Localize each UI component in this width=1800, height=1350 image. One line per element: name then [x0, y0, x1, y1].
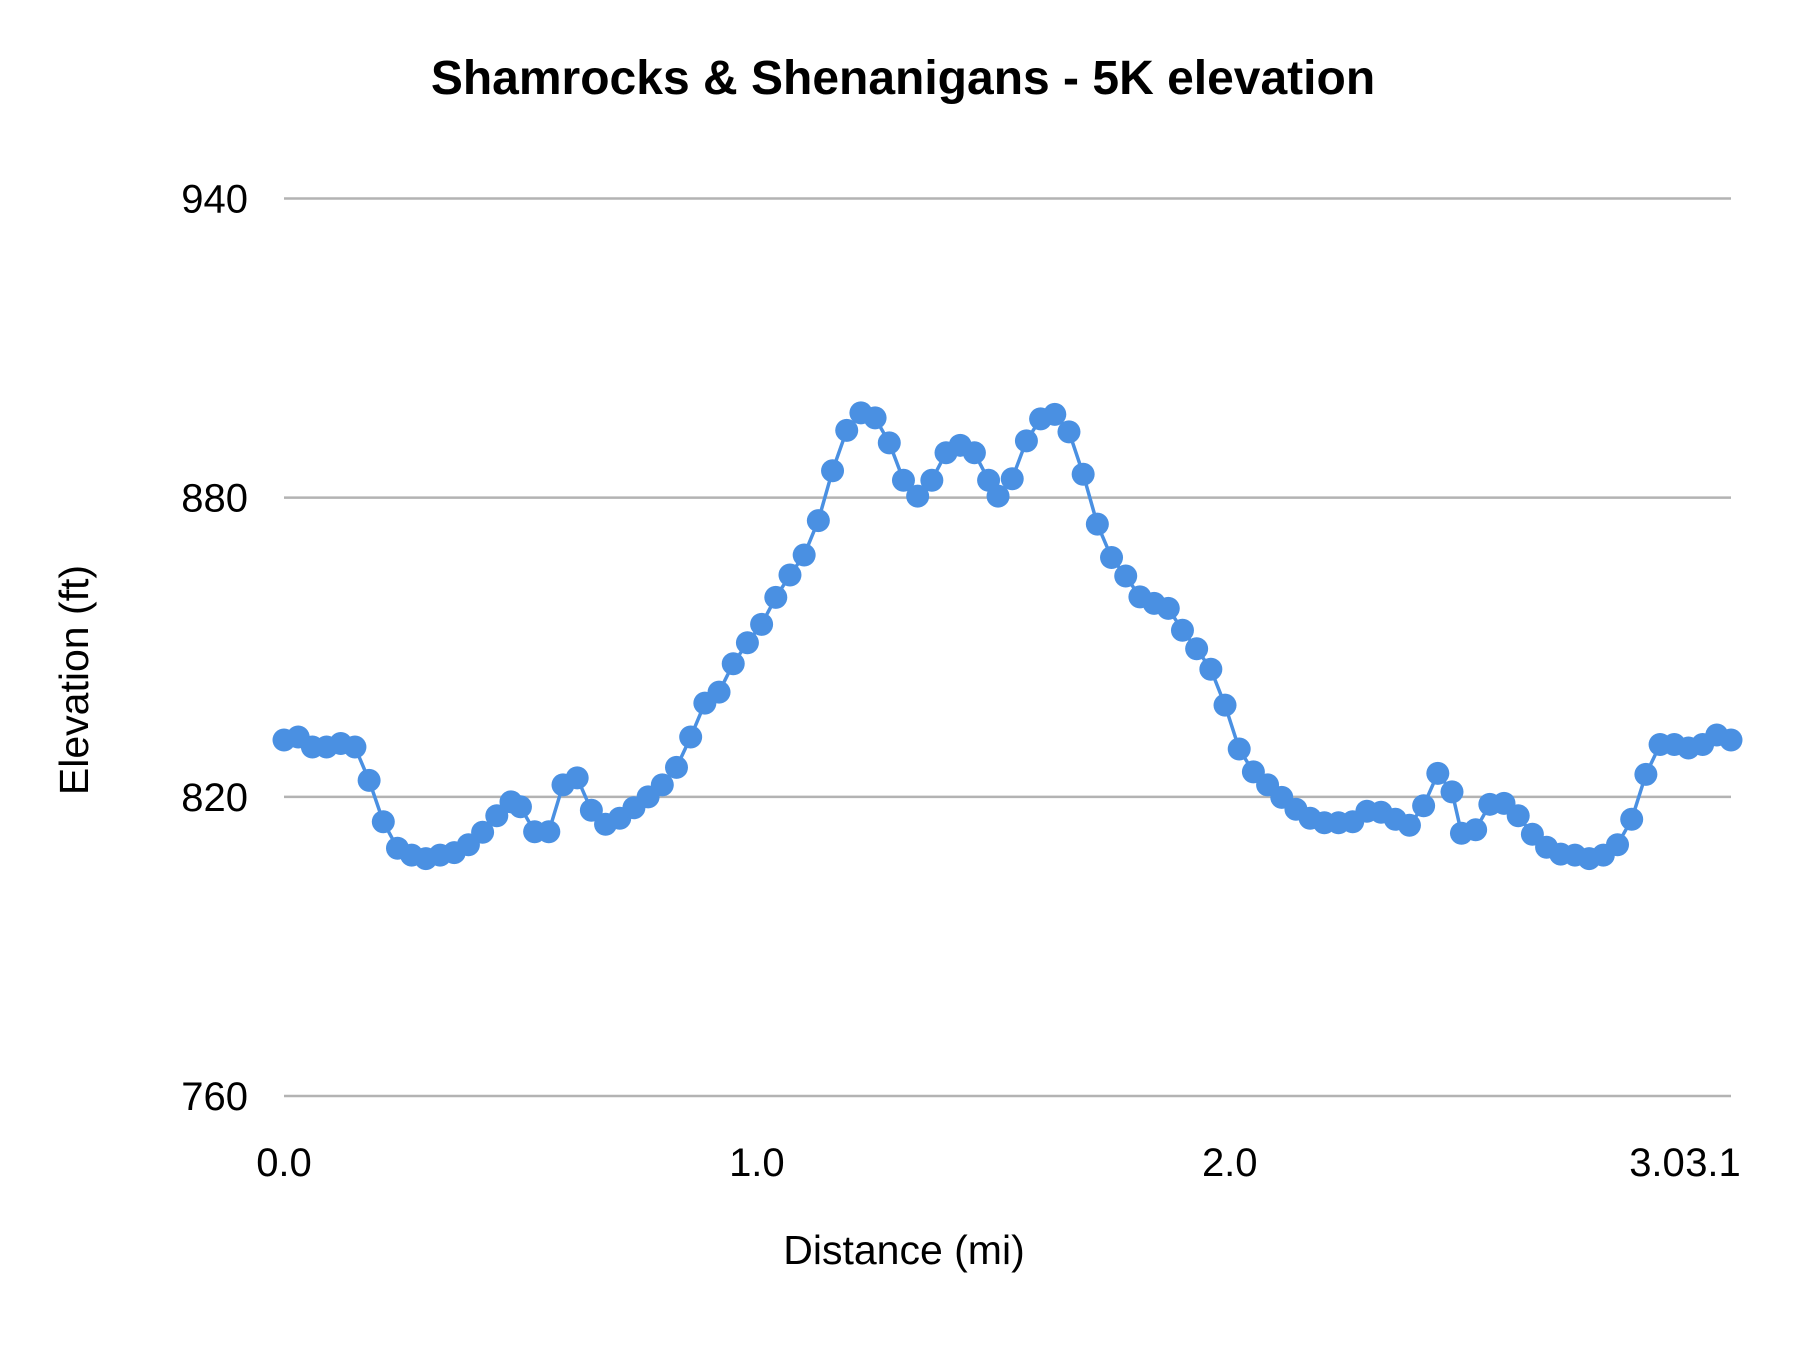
- data-point: [1185, 637, 1209, 661]
- data-point: [579, 798, 603, 822]
- data-point: [863, 406, 887, 430]
- data-point: [1464, 818, 1488, 842]
- data-point: [764, 585, 788, 609]
- data-point: [835, 418, 859, 442]
- data-point: [1426, 761, 1450, 785]
- y-tick-label: 940: [181, 178, 248, 222]
- data-point: [1213, 693, 1237, 717]
- data-point: [485, 804, 509, 828]
- data-point: [508, 795, 532, 819]
- data-point: [1170, 618, 1194, 642]
- data-point: [877, 431, 901, 455]
- data-point: [721, 652, 745, 676]
- data-point: [1634, 762, 1658, 786]
- data-point: [679, 725, 703, 749]
- data-point: [962, 441, 986, 465]
- data-point: [1156, 596, 1180, 620]
- data-point: [664, 755, 688, 779]
- y-tick-label: 820: [181, 776, 248, 820]
- data-point: [750, 612, 774, 636]
- y-tick-label: 760: [181, 1075, 248, 1119]
- data-point: [1397, 813, 1421, 837]
- y-axis-ticks: 760 820 880 940: [181, 178, 248, 1120]
- data-point: [806, 509, 830, 533]
- y-axis-title: Elevation (ft): [51, 565, 97, 795]
- x-tick-label: 3.0: [1629, 1141, 1685, 1185]
- data-point: [1043, 402, 1067, 426]
- y-tick-label: 880: [181, 477, 248, 521]
- data-point: [707, 680, 731, 704]
- data-point: [1719, 728, 1743, 752]
- series-elevation: [272, 401, 1743, 871]
- data-point: [1100, 546, 1124, 569]
- data-point: [1620, 807, 1644, 831]
- data-point: [471, 820, 495, 844]
- data-point: [1412, 794, 1436, 818]
- data-point: [1014, 429, 1038, 453]
- data-point: [1199, 657, 1223, 681]
- x-axis-title: Distance (mi): [783, 1227, 1024, 1273]
- data-point: [920, 468, 944, 492]
- data-point: [821, 459, 845, 483]
- data-point: [1085, 512, 1109, 536]
- data-point: [986, 484, 1010, 508]
- x-axis-ticks: 0.0 1.0 2.0 3.0 3.1: [256, 1141, 1741, 1185]
- data-point: [357, 768, 381, 792]
- data-point: [1071, 462, 1095, 486]
- data-point: [1506, 804, 1530, 828]
- data-point: [906, 484, 930, 508]
- data-point: [1227, 737, 1251, 761]
- data-point: [1440, 780, 1464, 804]
- data-point: [650, 773, 674, 797]
- data-point: [343, 735, 367, 759]
- data-point: [565, 766, 589, 790]
- data-point: [1057, 420, 1081, 444]
- data-point: [891, 468, 915, 492]
- data-point: [537, 820, 561, 844]
- data-point: [1606, 833, 1630, 857]
- data-point: [735, 631, 759, 655]
- data-point: [371, 810, 395, 834]
- x-tick-label: 1.0: [729, 1141, 785, 1185]
- x-tick-label: 3.1: [1685, 1141, 1741, 1185]
- chart-title: Shamrocks & Shenanigans - 5K elevation: [431, 52, 1375, 105]
- data-point: [778, 563, 802, 587]
- data-point: [1000, 467, 1024, 491]
- data-point: [792, 543, 816, 567]
- data-point: [1114, 564, 1138, 588]
- x-tick-label: 0.0: [256, 1141, 312, 1185]
- x-tick-label: 2.0: [1202, 1141, 1258, 1185]
